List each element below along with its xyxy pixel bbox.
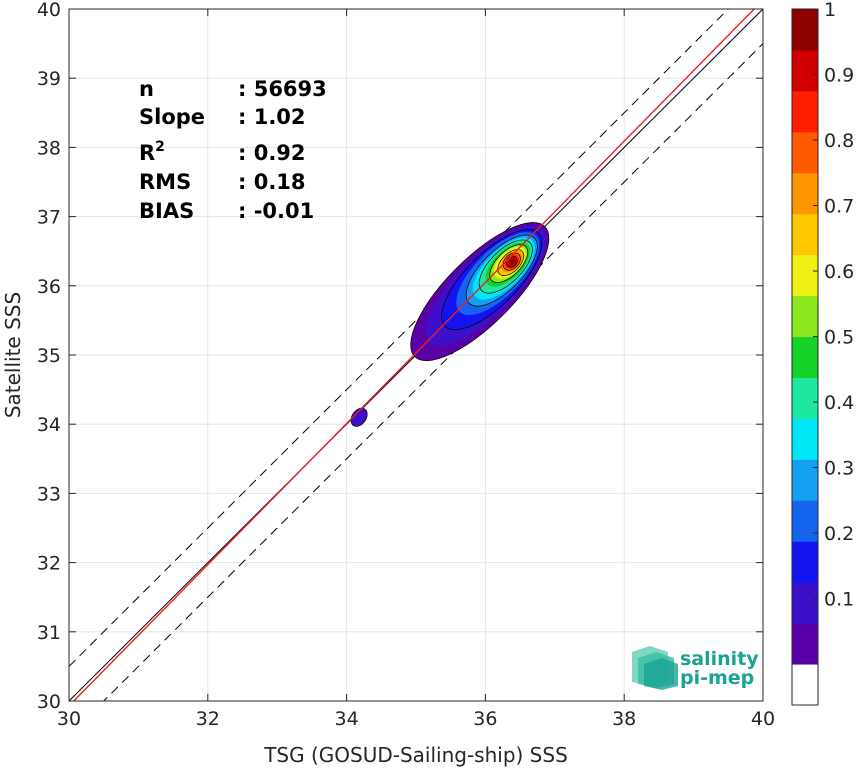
regression-line-group [72, 9, 756, 701]
y-tick-label: 39 [37, 68, 61, 90]
colorbar-tick-label: 0.9 [824, 65, 854, 87]
y-tick-label: 31 [37, 622, 61, 644]
y-axis-label: Satellite SSS [1, 292, 25, 418]
stat-value: : 1.02 [238, 105, 306, 129]
colorbar-tick-label: 0.7 [824, 196, 854, 218]
regression-line [72, 9, 756, 701]
y-tick-label: 36 [37, 276, 61, 298]
stat-value: : -0.01 [238, 199, 314, 223]
x-tick-label: 30 [57, 708, 81, 730]
colorbar-segment [792, 377, 818, 419]
y-tick-label: 30 [37, 691, 61, 713]
y-tick-label: 35 [37, 345, 61, 367]
colorbar-tick-label: 0.2 [824, 523, 854, 545]
colorbar-segment [792, 90, 818, 133]
colorbar-segment [792, 49, 818, 92]
density-secondary-cluster [350, 407, 368, 427]
x-tick-label: 38 [612, 708, 636, 730]
colorbar-segment [792, 336, 818, 378]
minus-bound-line [102, 43, 763, 701]
density-level-16 [508, 258, 516, 265]
colorbar-tick-label: 0.6 [824, 261, 854, 283]
colorbar-segment [792, 459, 818, 501]
colorbar-segment [792, 213, 818, 256]
statistics-box: n : 56693 Slope : 1.02 R2 : 0.92 RMS : 0.18 BIAS… [139, 77, 327, 223]
colorbar-tick-label: 1 [824, 0, 836, 21]
stat-value: : 0.92 [238, 141, 306, 165]
colorbar-tick-label: 0.3 [824, 458, 854, 480]
colorbar-segment [792, 623, 818, 665]
y-tick-label: 40 [37, 0, 61, 21]
y-tick-label: 34 [37, 414, 61, 436]
x-tick-label: 34 [335, 708, 359, 730]
y-tick-label: 37 [37, 207, 61, 229]
salinity-pi-mep-logo: salinity pi-mep [632, 646, 759, 690]
x-axis-label: TSG (GOSUD-Sailing-ship) SSS [263, 743, 568, 767]
x-axis-ticks: 30 32 34 36 38 40 [57, 9, 775, 730]
y-tick-label: 38 [37, 137, 61, 159]
stat-label: BIAS [139, 199, 194, 223]
logo-wave-icon [632, 646, 678, 690]
x-tick-label: 32 [196, 708, 220, 730]
colorbar-segment [792, 418, 818, 460]
logo-line2: pi-mep [680, 667, 754, 689]
density-contours [350, 222, 550, 427]
colorbar-segment [792, 9, 818, 51]
colorbar-segment [792, 295, 818, 338]
plus-bound-line [69, 9, 730, 667]
y-tick-label: 32 [37, 553, 61, 575]
colorbar-tick-label: 0.1 [824, 589, 854, 611]
colorbar-tick-label: 0.5 [824, 327, 854, 349]
logo-line1: salinity [680, 648, 759, 670]
colorbar: 0.1 0.2 0.3 0.4 0.5 0.6 0.7 0.8 0.9 1 [791, 0, 854, 706]
y-tick-label: 33 [37, 483, 61, 505]
stat-value: : 0.18 [238, 170, 306, 194]
x-tick-label: 36 [473, 708, 497, 730]
colorbar-tick-label: 0.8 [824, 130, 854, 152]
colorbar-segment [792, 131, 818, 174]
colorbar-segment [792, 541, 818, 583]
stat-label: Slope [139, 105, 205, 129]
colorbar-tick-label: 0.4 [824, 392, 854, 414]
colorbar-frame [791, 8, 819, 706]
x-tick-label: 40 [751, 708, 775, 730]
colorbar-segment [792, 172, 818, 215]
colorbar-segment [792, 254, 818, 297]
y-axis-ticks: 30 31 32 33 34 35 36 37 38 39 40 [37, 0, 763, 713]
colorbar-segment [792, 664, 818, 706]
stat-label: RMS [139, 170, 191, 194]
stat-label: n [139, 77, 154, 101]
stat-label: R2 [139, 139, 165, 165]
colorbar-segment [792, 582, 818, 624]
colorbar-segment [792, 500, 818, 542]
stat-value: : 56693 [238, 77, 327, 101]
